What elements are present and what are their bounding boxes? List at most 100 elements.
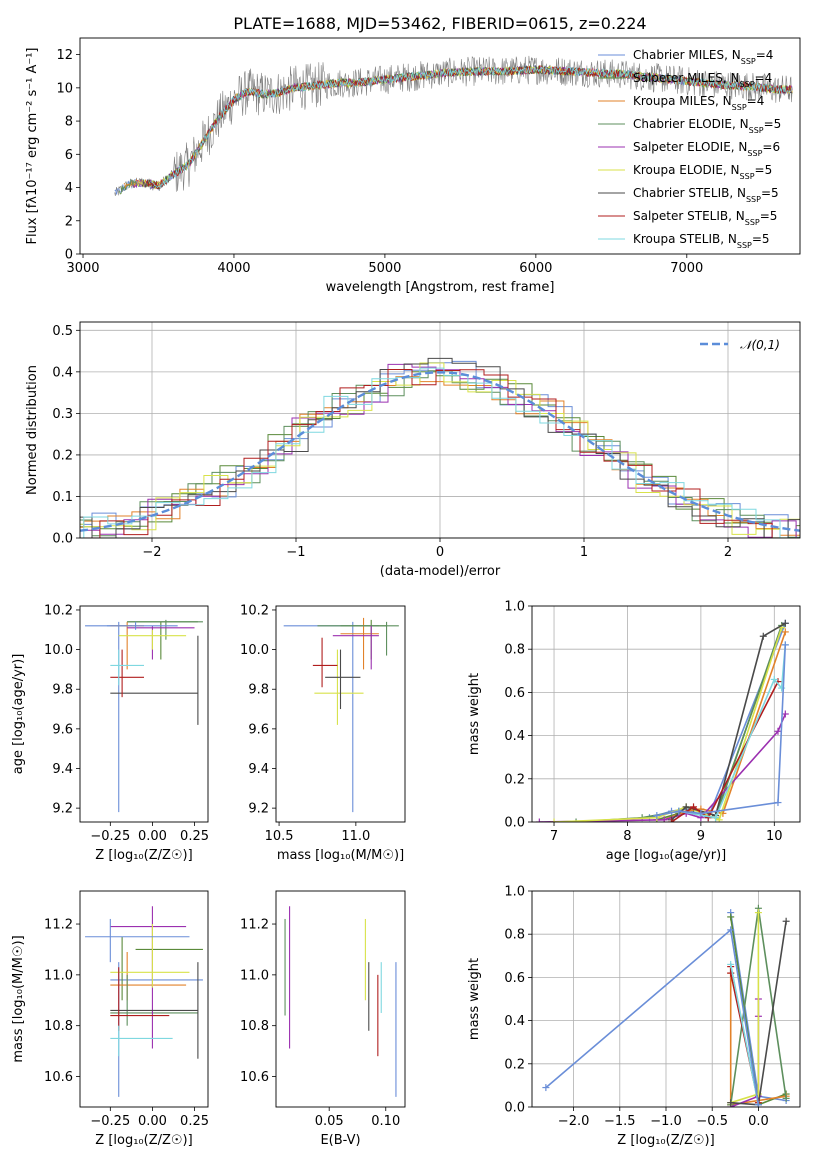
y-tick-label: 10.6 (44, 1070, 73, 1085)
y-tick-label: 10.0 (44, 643, 73, 658)
x-tick-label: 9 (697, 829, 705, 844)
model-fit-line (150, 65, 793, 189)
legend-model-name: Chabrier ELODIE, N (633, 117, 749, 131)
y-axis-label: mass weight (467, 958, 482, 1040)
x-tick-label: 11.0 (341, 829, 370, 844)
panel-residual-histogram: −2 −1 0 1 2 0.0 0.1 0.2 0.3 0.4 0.5 (data-model)/er… (25, 321, 801, 579)
y-tick-label: 9.2 (52, 802, 73, 817)
legend-entry: Kroupa STELIB, NSSP=5 (633, 232, 770, 250)
x-tick-label: 8 (623, 829, 631, 844)
plot-area (284, 906, 397, 1097)
legend-nssp: =4 (756, 48, 774, 62)
legend-subscript: SSP (745, 218, 760, 227)
x-tick-label: 10.5 (265, 829, 294, 844)
x-tick-label: −1 (286, 545, 305, 560)
axes-frame (275, 890, 406, 1108)
y-tick-label: 0.3 (52, 407, 73, 422)
y-tick-label: 1.0 (504, 885, 525, 900)
legend-model-name: Salpeter STELIB, N (633, 209, 745, 223)
y-tick-label: 11.2 (240, 918, 269, 933)
x-tick-label: 0 (436, 545, 444, 560)
axes-frame (79, 605, 209, 823)
x-tick-label: 4000 (217, 261, 250, 276)
y-tick-label: 11.2 (44, 918, 73, 933)
mass-weight-series (729, 964, 760, 1105)
y-tick-label: 10.2 (44, 603, 73, 618)
x-axis-label: Z [log₁₀(Z/Z☉)] (617, 1133, 714, 1148)
plot-area (80, 322, 800, 538)
y-tick-label: 4 (65, 181, 73, 196)
legend-subscript: SSP (747, 149, 762, 158)
x-tick-label: −0.25 (90, 1114, 130, 1129)
x-axis-label: age [log₁₀(age/yr)] (606, 848, 727, 863)
figure-title: PLATE=1688, MJD=53462, FIBERID=0615, z=0… (233, 14, 646, 33)
legend-entry: Chabrier ELODIE, NSSP=5 (633, 117, 781, 135)
mass-weight-series (649, 623, 787, 819)
y-tick-label: 0.0 (52, 532, 73, 547)
legend-model-name: Salpeter MILES, N (633, 71, 740, 85)
legend-nssp: =4 (755, 71, 773, 85)
x-tick-label: 0.00 (138, 829, 167, 844)
histogram-step (80, 357, 800, 538)
x-tick-label: 7000 (670, 261, 703, 276)
legend-entry: Kroupa ELODIE, NSSP=5 (633, 163, 772, 181)
x-tick-label: 6000 (519, 261, 552, 276)
y-tick-label: 9.8 (52, 683, 73, 698)
panel-age-vs-mass: 10.5 11.0 9.2 9.4 9.6 9.8 10.0 10.2 mass [log₁₀(… (240, 603, 406, 863)
axes-frame (79, 890, 209, 1108)
y-tick-label: 11.0 (240, 968, 269, 983)
x-axis-label: E(B-V) (320, 1133, 360, 1148)
y-tick-label: 9.6 (52, 722, 73, 737)
y-axis-label: Normed distribution (25, 365, 40, 495)
legend-nssp: =5 (752, 232, 770, 246)
axes-frame (531, 605, 801, 823)
mass-weight-series (545, 928, 760, 1105)
x-tick-label: 5000 (368, 261, 401, 276)
x-tick-label: 3000 (66, 261, 99, 276)
panel-mass-weight-vs-age: 7 8 9 10 0.0 0.2 0.4 0.6 0.8 1.0 age [log₁₀(age/yr… (467, 600, 801, 863)
x-tick-label: −2.0 (558, 1114, 590, 1129)
x-tick-label: 1 (580, 545, 588, 560)
y-tick-label: 0.2 (504, 1057, 525, 1072)
panel-mass-vs-Z: −0.25 0.00 0.25 10.6 10.8 11.0 11.2 Z [log₁₀(Z/… (11, 890, 209, 1148)
x-tick-label: −1.0 (650, 1114, 682, 1129)
legend-subscript: SSP (749, 126, 764, 135)
y-tick-label: 10.0 (240, 643, 269, 658)
x-axis-label: Z [log₁₀(Z/Z☉)] (95, 848, 192, 863)
x-tick-label: 0.10 (371, 1114, 400, 1129)
plot-area (532, 891, 800, 1107)
y-tick-label: 10.8 (240, 1019, 269, 1034)
histogram-step (80, 367, 800, 538)
histogram-step (80, 362, 800, 535)
y-tick-label: 0.8 (504, 643, 525, 658)
legend-subscript: SSP (732, 103, 747, 112)
legend-subscript: SSP (741, 57, 756, 66)
plot-area (85, 619, 203, 813)
histogram-step (80, 376, 800, 536)
x-tick-label: 0.25 (180, 1114, 209, 1129)
y-axis-label: age [log₁₀(age/yr)] (11, 654, 26, 775)
legend-nssp: =4 (747, 94, 765, 108)
x-tick-label: 0.05 (315, 1114, 344, 1129)
x-tick-label: 10 (766, 829, 783, 844)
x-tick-label: −1.5 (604, 1114, 636, 1129)
legend-entry: Chabrier MILES, NSSP=4 (633, 48, 773, 66)
y-axis-label: Flux [fλ10⁻¹⁷ erg cm⁻² s⁻¹ A⁻¹] (25, 48, 40, 245)
y-axis-label: mass weight (467, 673, 482, 755)
x-tick-label: 0.0 (748, 1114, 769, 1129)
x-axis-label: mass [log₁₀(M/M☉)] (277, 848, 404, 863)
panel-mass-weight-vs-Z: −2.0 −1.5 −1.0 −0.5 0.0 0.0 0.2 0.4 0.6 0.8 1.0 Z [… (467, 885, 801, 1148)
y-tick-label: 2 (65, 214, 73, 229)
x-axis-label: (data-model)/error (380, 564, 501, 579)
panel-age-vs-Z: −0.25 0.00 0.25 9.2 9.4 9.6 9.8 10.0 10.2 Z [log₁… (11, 603, 209, 863)
legend-nssp: =5 (761, 186, 779, 200)
x-axis-label: wavelength [Angstrom, rest frame] (326, 280, 555, 295)
x-tick-label: 0.25 (180, 829, 209, 844)
plot-area (114, 55, 793, 197)
y-tick-label: 10.2 (240, 603, 269, 618)
legend-subscript: SSP (740, 80, 755, 89)
legend-model-name: Chabrier STELIB, N (633, 186, 746, 200)
y-tick-label: 11.0 (44, 968, 73, 983)
legend-subscript: SSP (746, 195, 761, 204)
